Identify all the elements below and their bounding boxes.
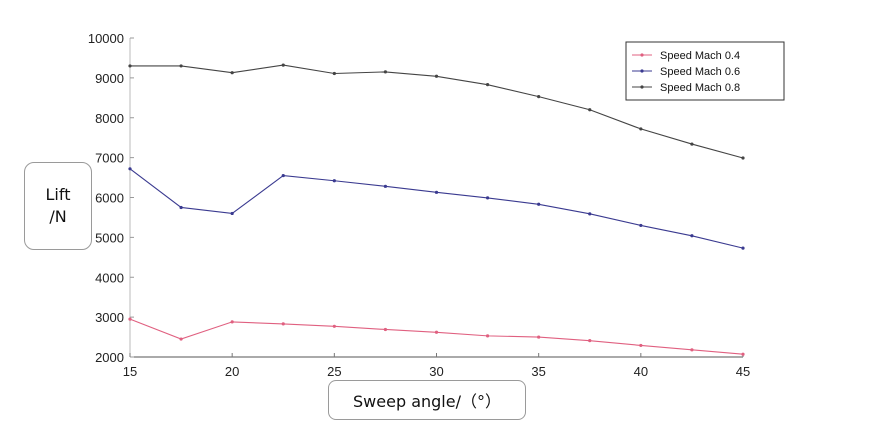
data-point — [128, 167, 132, 171]
data-point — [690, 348, 694, 352]
y-tick-label: 8000 — [95, 111, 124, 126]
data-point — [690, 234, 694, 238]
data-point — [383, 184, 388, 188]
x-tick-label: 40 — [634, 364, 648, 379]
data-point — [230, 211, 234, 216]
data-point — [179, 64, 183, 68]
x-tick-label: 25 — [327, 364, 341, 379]
legend-marker — [640, 69, 644, 73]
x-axis-ticks: 15 20 25 30 35 40 45 — [123, 353, 750, 379]
data-point — [230, 320, 234, 324]
y-tick-label: 4000 — [95, 270, 124, 285]
data-point — [639, 343, 643, 348]
y-axis-label-line2: /N — [49, 207, 67, 226]
legend-box — [625, 41, 785, 101]
x-tick-label: 20 — [225, 364, 239, 379]
data-point — [434, 74, 439, 78]
data-point — [588, 339, 592, 343]
data-point — [332, 324, 336, 328]
y-axis-label-line1: Lift — [45, 185, 71, 204]
series-line-2 — [129, 168, 744, 249]
legend-marker — [640, 53, 644, 57]
data-point — [281, 63, 285, 67]
data-point — [537, 335, 541, 339]
series-line-1 — [129, 318, 744, 355]
data-point — [128, 317, 132, 321]
data-point — [639, 127, 643, 131]
y-tick-label: 7000 — [95, 151, 124, 166]
series-lines — [128, 63, 745, 356]
data-point — [537, 95, 541, 99]
data-point — [332, 71, 336, 76]
x-tick-label: 15 — [123, 364, 137, 379]
x-axis-label-text: Sweep angle/（°） — [353, 392, 501, 411]
data-point — [332, 179, 336, 183]
data-point — [383, 70, 388, 74]
data-point — [588, 212, 592, 216]
data-point — [179, 205, 183, 210]
y-axis-ticks: 2000 3000 4000 5000 6000 7000 8000 9000 10000 — [88, 31, 134, 365]
legend-label: Speed Mach 0.6 — [660, 66, 740, 78]
y-tick-label: 5000 — [95, 230, 124, 245]
data-point — [537, 202, 541, 206]
data-point — [434, 190, 439, 194]
y-tick-label: 3000 — [95, 310, 124, 325]
y-tick-label: 9000 — [95, 71, 124, 86]
y-tick-label: 2000 — [95, 350, 124, 365]
y-axis-label: Lift /N — [24, 162, 92, 250]
data-point — [485, 196, 490, 200]
y-tick-label: 10000 — [88, 31, 124, 46]
data-point — [485, 83, 490, 87]
data-point — [588, 108, 592, 112]
data-point — [485, 334, 490, 338]
data-point — [741, 352, 745, 356]
legend: Speed Mach 0.4 Speed Mach 0.6 Speed Mach 0… — [625, 41, 785, 101]
x-tick-label: 30 — [429, 364, 443, 379]
data-point — [128, 64, 132, 68]
legend-label: Speed Mach 0.8 — [660, 82, 740, 94]
data-point — [383, 327, 388, 332]
x-tick-label: 35 — [531, 364, 545, 379]
x-tick-label: 45 — [736, 364, 750, 379]
data-point — [639, 223, 643, 228]
legend-label: Speed Mach 0.4 — [660, 50, 740, 62]
data-point — [690, 142, 694, 146]
data-point — [741, 156, 745, 160]
data-point — [741, 246, 745, 250]
data-point — [434, 330, 439, 334]
data-point — [179, 337, 183, 341]
y-tick-label: 6000 — [95, 191, 124, 206]
data-point — [281, 173, 285, 178]
x-axis-label: Sweep angle/（°） — [328, 380, 526, 420]
data-point — [281, 322, 285, 326]
legend-marker — [640, 85, 644, 89]
data-point — [230, 71, 234, 75]
